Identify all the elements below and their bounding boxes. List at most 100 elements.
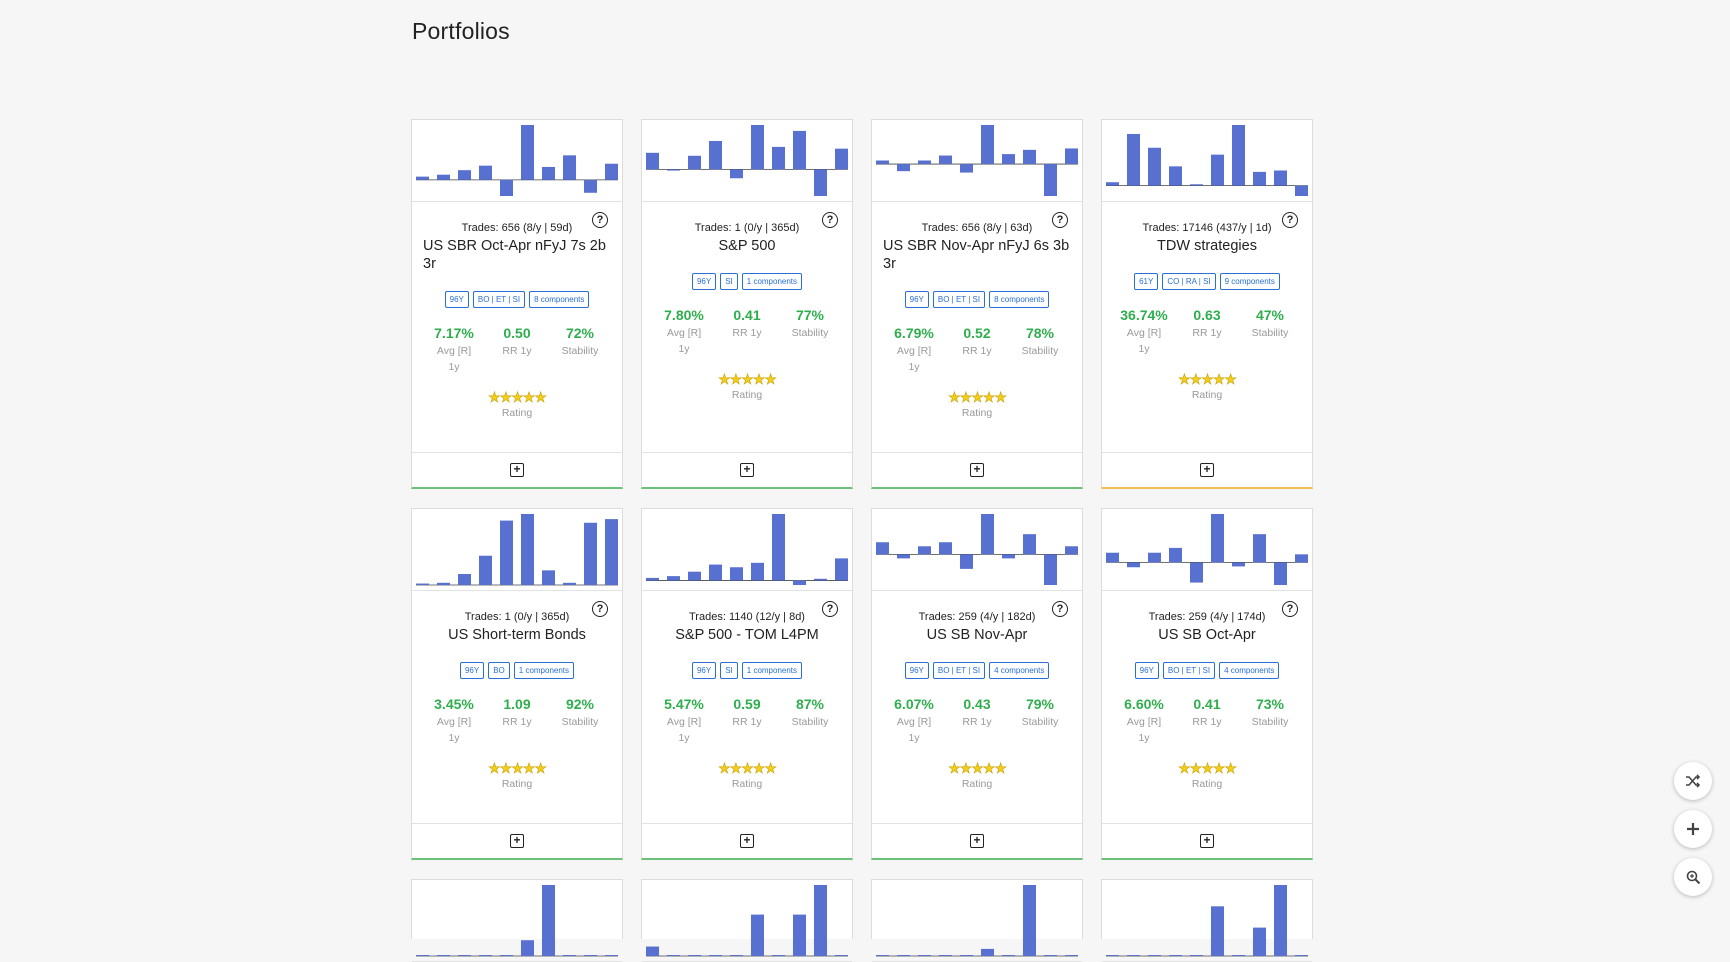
add-to-portfolio-icon[interactable]: + <box>1200 834 1214 848</box>
tag-badge[interactable]: 96Y <box>459 662 485 679</box>
rating-block: ★★★★★ Rating <box>642 760 852 790</box>
stability-value: 73% <box>1255 696 1285 712</box>
stats-row: 7.17% Avg [R] 1y 0.50 RR 1y 72% Stability <box>424 325 610 375</box>
tag-badge[interactable]: 61Y <box>1134 273 1159 290</box>
help-icon[interactable]: ? <box>1052 601 1068 617</box>
tag-badge[interactable]: BO | ET | SI <box>1162 662 1216 679</box>
help-icon[interactable]: ? <box>1282 212 1298 228</box>
portfolio-card[interactable]: ? Trades: 259 (4/y | 174d) US SB Oct-Apr 96… <box>1101 508 1313 860</box>
portfolio-name[interactable]: TDW strategies <box>1157 238 1257 254</box>
tag-badge[interactable]: BO <box>488 662 510 679</box>
help-icon[interactable]: ? <box>592 601 608 617</box>
tag-badge[interactable]: SI <box>720 662 738 679</box>
tag-badge[interactable]: BO | ET | SI <box>932 291 986 308</box>
rating-stars-icon: ★★★★★ <box>488 760 547 777</box>
rating-block: ★★★★★ Rating <box>872 760 1082 790</box>
spark-bar <box>1105 955 1120 956</box>
add-to-portfolio-icon[interactable]: + <box>740 463 754 477</box>
help-icon[interactable]: ? <box>822 212 838 228</box>
add-to-portfolio-icon[interactable]: + <box>510 463 524 477</box>
tag-badge[interactable]: 96Y <box>904 662 929 679</box>
spark-bar <box>959 955 974 956</box>
help-icon[interactable]: ? <box>822 601 838 617</box>
zoom-button[interactable] <box>1674 858 1712 896</box>
tag-badge[interactable]: 8 components <box>989 291 1050 308</box>
tag-badge[interactable]: 1 components <box>741 273 803 290</box>
tag-badge[interactable]: 96Y <box>904 291 929 308</box>
zoom-in-icon <box>1686 870 1700 884</box>
portfolio-card[interactable] <box>641 879 853 962</box>
spark-bar <box>604 955 619 956</box>
spark-bar <box>1294 955 1309 956</box>
tag-badge[interactable]: 8 components <box>529 291 590 308</box>
portfolio-name[interactable]: S&P 500 <box>718 238 776 254</box>
avg-period-label: 1y <box>678 732 690 744</box>
help-icon[interactable]: ? <box>1282 601 1298 617</box>
portfolio-card[interactable]: ? Trades: 1140 (12/y | 8d) S&P 500 - TOM L… <box>641 508 853 860</box>
spark-bar <box>1252 927 1267 956</box>
card-footer: + <box>412 823 622 858</box>
tag-badge[interactable]: SI <box>720 273 738 290</box>
returns-sparkline <box>1102 125 1312 202</box>
avg-value: 6.60% <box>1124 696 1164 712</box>
add-button[interactable] <box>1674 810 1712 848</box>
portfolio-card[interactable]: ? Trades: 1 (0/y | 365d) US Short-term Bon… <box>411 508 623 860</box>
add-to-portfolio-icon[interactable]: + <box>970 463 984 477</box>
portfolio-card[interactable] <box>1101 879 1313 962</box>
spark-bar <box>1105 182 1120 186</box>
portfolio-name[interactable]: US SBR Nov-Apr nFyJ 6s 3b 3r <box>883 238 1070 272</box>
tag-badge[interactable]: 96Y <box>691 662 717 679</box>
tag-badge[interactable]: CO | RA | SI <box>1162 273 1216 290</box>
trades-summary: Trades: 1140 (12/y | 8d) <box>689 611 805 623</box>
tag-badge[interactable]: 96Y <box>444 291 469 308</box>
trades-summary: Trades: 17146 (437/y | 1d) <box>1142 222 1272 234</box>
shuffle-button[interactable] <box>1674 762 1712 800</box>
stat-avg: 6.60% Avg [R] 1y <box>1114 696 1174 746</box>
avg-value: 3.45% <box>434 696 474 712</box>
spark-bar <box>436 955 451 956</box>
spark-bar <box>645 946 660 956</box>
add-to-portfolio-icon[interactable]: + <box>740 834 754 848</box>
portfolio-card[interactable]: ? Trades: 1 (0/y | 365d) S&P 500 96Y SI 1 com… <box>641 119 853 489</box>
spark-bar <box>1147 552 1162 563</box>
tag-badge[interactable]: 4 components <box>989 662 1050 679</box>
rating-stars-icon: ★★★★★ <box>948 389 1007 406</box>
tag-badge[interactable]: 96Y <box>691 273 717 290</box>
tag-badge[interactable]: BO | ET | SI <box>472 291 526 308</box>
portfolio-name[interactable]: S&P 500 - TOM L4PM <box>675 627 819 643</box>
help-icon[interactable]: ? <box>592 212 608 228</box>
spark-bar <box>1001 554 1016 559</box>
tag-badge[interactable]: 4 components <box>1219 662 1280 679</box>
portfolio-card[interactable] <box>411 879 623 962</box>
portfolio-name[interactable]: US SB Oct-Apr <box>1158 627 1256 643</box>
tag-badge[interactable]: 9 components <box>1219 273 1280 290</box>
spark-bar <box>562 155 577 180</box>
portfolio-card[interactable]: ? Trades: 656 (8/y | 63d) US SBR Nov-Apr n… <box>871 119 1083 489</box>
portfolio-card[interactable]: ? Trades: 259 (4/y | 182d) US SB Nov-Apr 96… <box>871 508 1083 860</box>
add-to-portfolio-icon[interactable]: + <box>510 834 524 848</box>
add-to-portfolio-icon[interactable]: + <box>970 834 984 848</box>
spark-bar <box>415 583 430 585</box>
portfolio-card[interactable] <box>871 879 1083 962</box>
portfolio-name[interactable]: US SB Nov-Apr <box>926 627 1028 643</box>
portfolio-card[interactable]: ? Trades: 17146 (437/y | 1d) TDW strategie… <box>1101 119 1313 489</box>
spark-bar <box>1105 552 1120 563</box>
spark-bar <box>1294 554 1309 563</box>
spark-bar <box>666 169 681 171</box>
spark-bar <box>834 148 849 170</box>
tag-badge[interactable]: BO | ET | SI <box>932 662 986 679</box>
portfolio-name[interactable]: US Short-term Bonds <box>448 627 586 643</box>
stats-row: 3.45% Avg [R] 1y 1.09 RR 1y 92% Stability <box>424 696 610 746</box>
rr-value: 1.09 <box>503 696 531 712</box>
spark-bar <box>499 179 514 196</box>
spark-bar <box>687 571 702 581</box>
tag-badge[interactable]: 96Y <box>1134 662 1159 679</box>
spark-bar <box>980 948 995 956</box>
portfolio-card[interactable]: ? Trades: 656 (8/y | 59d) US SBR Oct-Apr n… <box>411 119 623 489</box>
help-icon[interactable]: ? <box>1052 212 1068 228</box>
tag-badge[interactable]: 1 components <box>513 662 575 679</box>
portfolio-name[interactable]: US SBR Oct-Apr nFyJ 7s 2b 3r <box>423 238 606 272</box>
add-to-portfolio-icon[interactable]: + <box>1200 463 1214 477</box>
tag-badge[interactable]: 1 components <box>741 662 803 679</box>
spark-bar <box>708 564 723 581</box>
